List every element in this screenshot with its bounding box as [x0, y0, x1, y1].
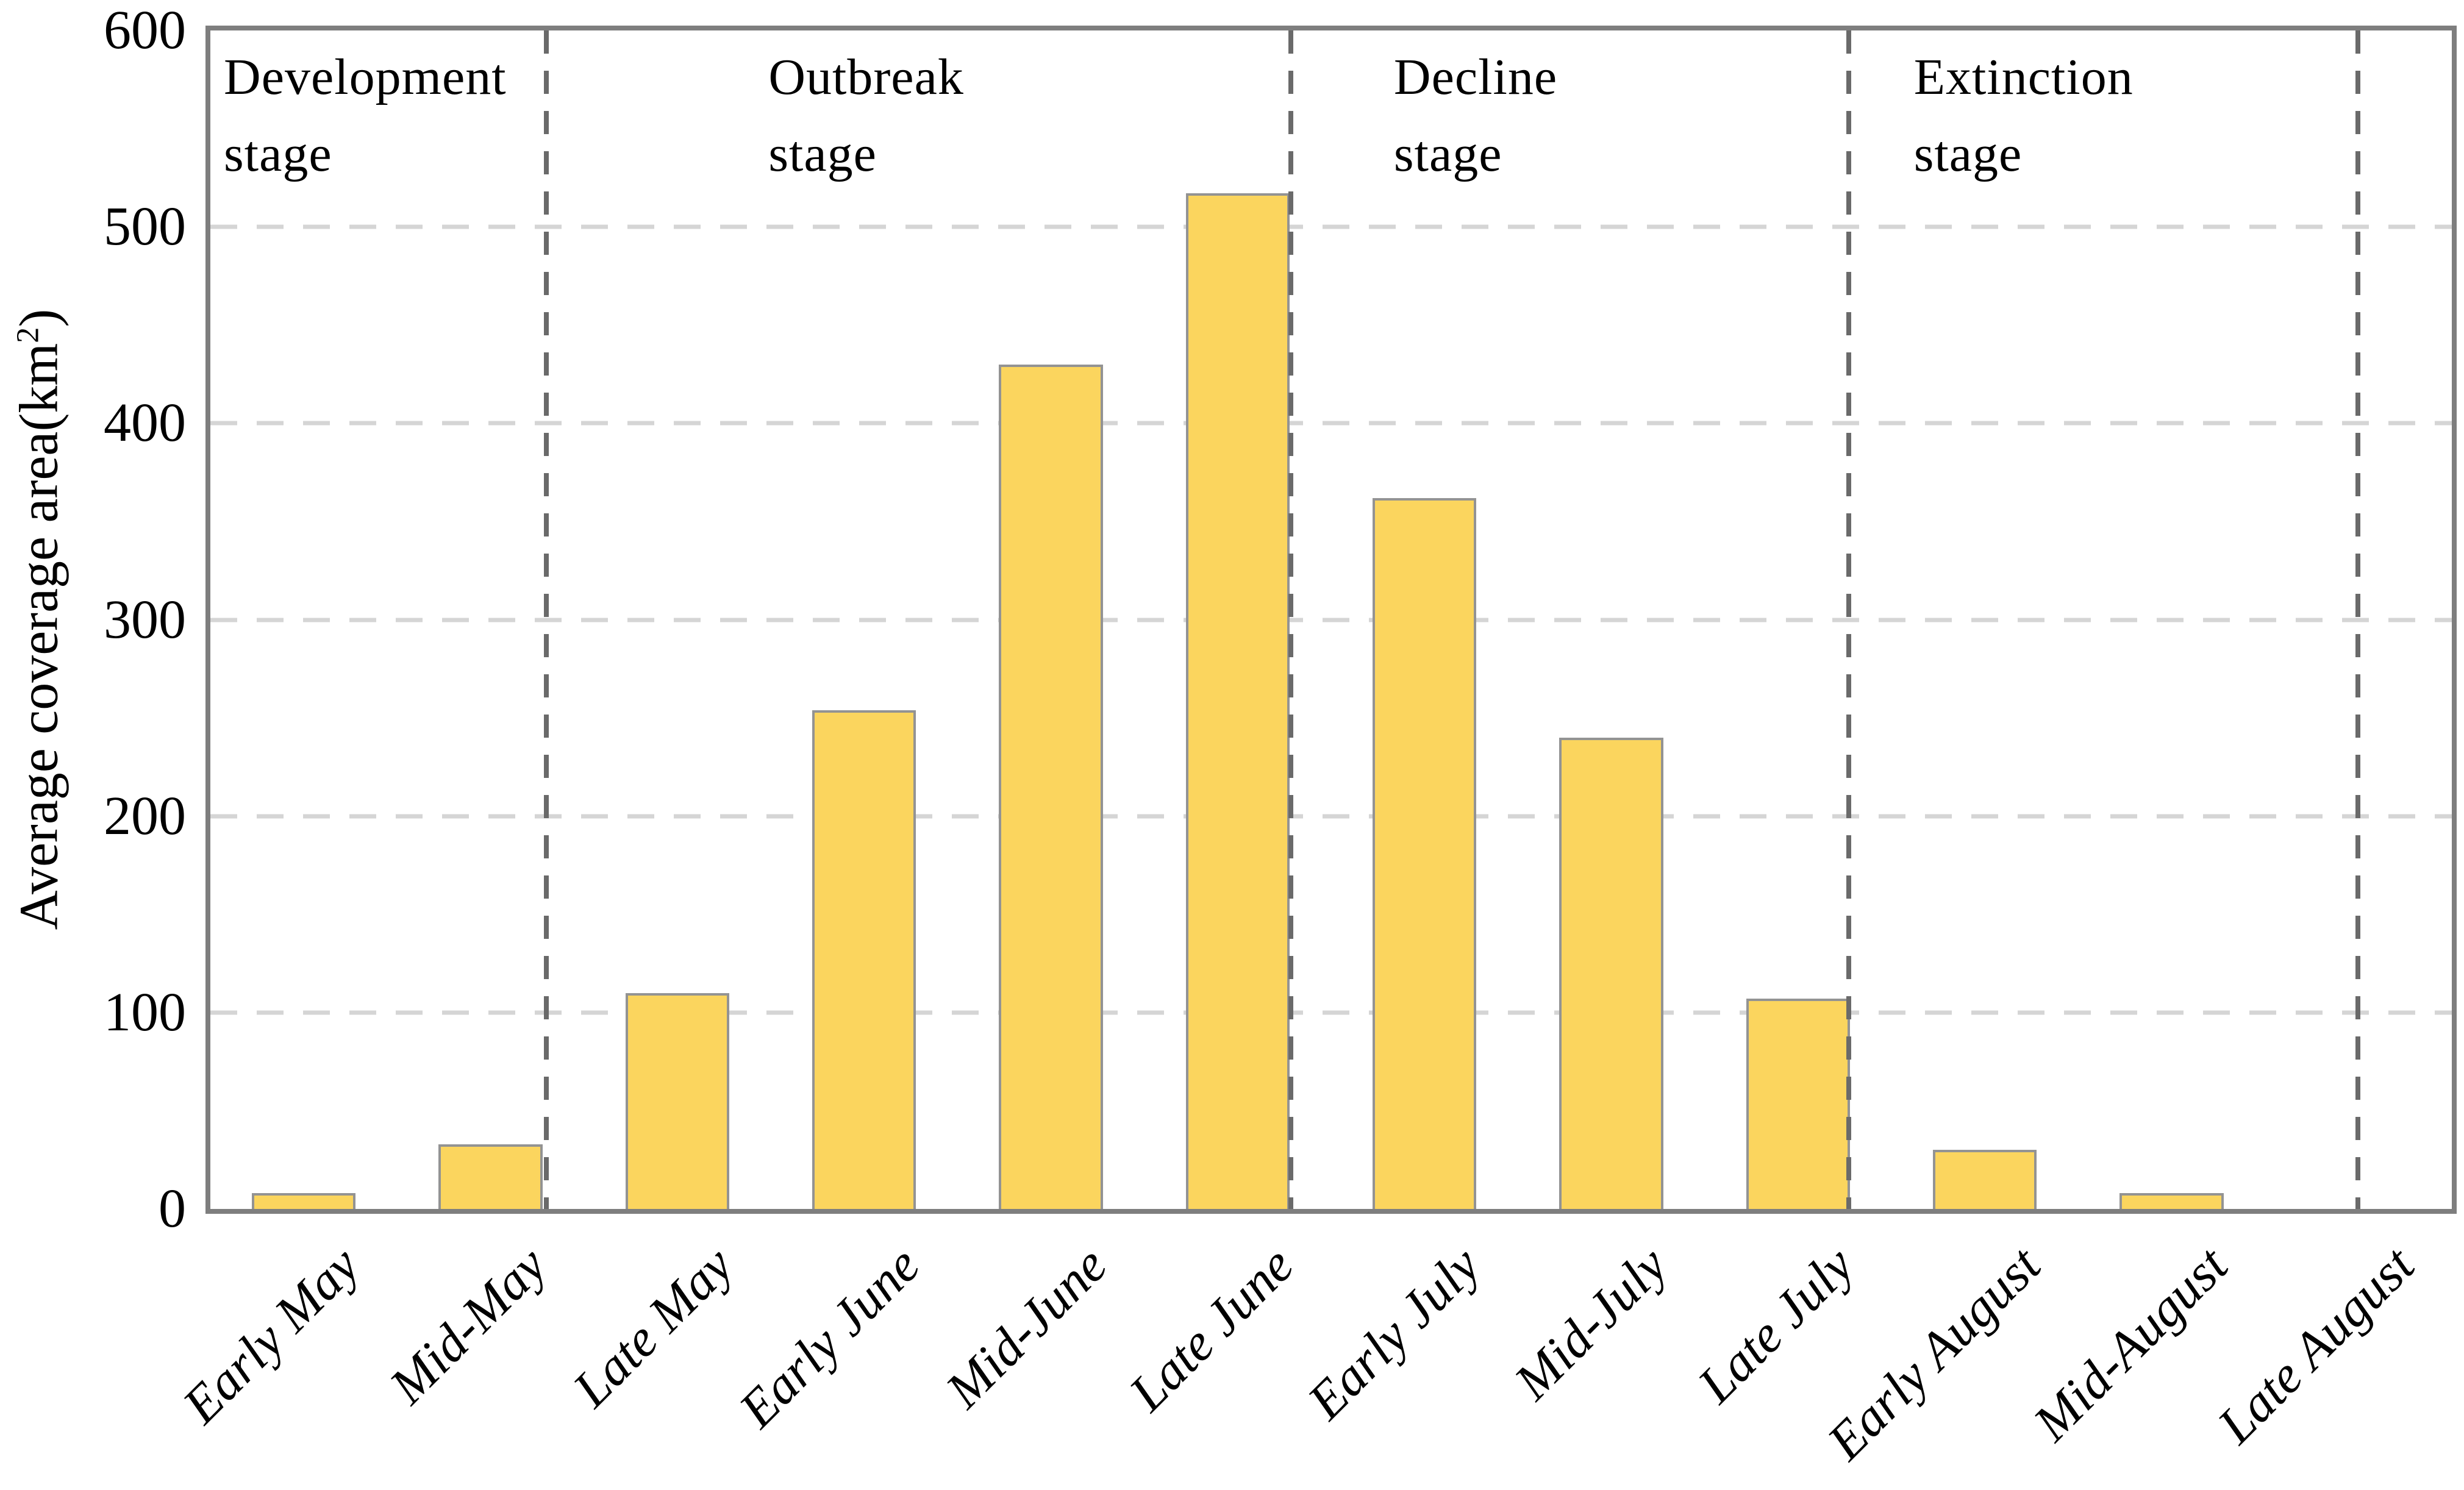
bar-early-august: [1933, 1150, 2037, 1209]
y-tick-label-600: 600: [104, 0, 186, 60]
plot-area: Development stage Outbreak stage Decline s…: [205, 26, 2457, 1214]
bar-mid-august: [2119, 1193, 2224, 1209]
y-tick-label-500: 500: [104, 196, 186, 257]
bar-late-june: [1185, 193, 1290, 1209]
x-tick-label-late-june: Late June: [1118, 1235, 1305, 1422]
gridline-400: [210, 421, 2452, 426]
stage-boundary-development: [544, 30, 549, 1209]
x-tick-label-mid-may: Mid-May: [377, 1235, 557, 1415]
bar-mid-july: [1559, 737, 1663, 1209]
bar-early-july: [1373, 497, 1477, 1209]
y-tick-label-400: 400: [104, 393, 186, 454]
x-axis-tick-labels: Early May Mid-May Late May Early June Mid-Ju…: [171, 1221, 2452, 1490]
bar-late-july: [1746, 999, 1850, 1209]
stage-boundary-decline: [1846, 30, 1852, 1209]
y-tick-label-100: 100: [104, 982, 186, 1043]
gridline-100: [210, 1010, 2452, 1015]
x-tick-label-mid-july: Mid-July: [1502, 1235, 1678, 1411]
gridline-200: [210, 814, 2452, 819]
x-tick-label-early-may: Early May: [171, 1235, 371, 1435]
x-tick-label-late-august: Late August: [2206, 1235, 2426, 1455]
bar-early-may: [252, 1193, 356, 1209]
bar-late-may: [625, 993, 729, 1209]
bar-early-june: [812, 710, 916, 1209]
y-axis-tick-labels: 0 100 200 300 400 500 600: [0, 3, 186, 1236]
bar-mid-june: [999, 364, 1103, 1209]
y-tick-label-300: 300: [104, 589, 186, 650]
gridline-300: [210, 618, 2452, 622]
gridline-500: [210, 224, 2452, 229]
stage-label-outbreak: Outbreak stage: [768, 49, 964, 182]
stage-label-extinction: Extinction stage: [1913, 49, 2134, 182]
stage-label-development: Development stage: [224, 49, 507, 182]
x-tick-label-late-july: Late July: [1686, 1235, 1865, 1414]
stage-label-decline: Decline stage: [1393, 49, 1558, 182]
stage-boundary-outbreak: [1288, 30, 1293, 1209]
y-tick-label-200: 200: [104, 785, 186, 846]
x-tick-label-early-june: Early June: [727, 1235, 931, 1439]
x-tick-label-early-july: Early July: [1296, 1235, 1491, 1430]
bar-mid-may: [438, 1144, 543, 1209]
x-tick-label-mid-august: Mid-August: [2021, 1235, 2238, 1452]
stage-boundary-extinction: [2355, 30, 2360, 1209]
y-tick-label-0: 0: [159, 1178, 186, 1239]
x-tick-label-late-may: Late May: [561, 1235, 745, 1418]
x-tick-label-mid-june: Mid-June: [934, 1235, 1118, 1419]
